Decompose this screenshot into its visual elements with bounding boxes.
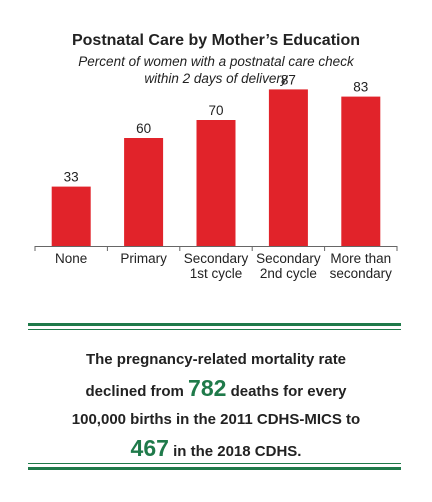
callout-line-2-pre: declined from xyxy=(85,383,189,400)
bar-2 xyxy=(196,120,236,246)
category-label-3: Secondary 2nd cycle xyxy=(256,251,321,281)
bar-value-label-4: 83 xyxy=(353,80,368,95)
category-label-1-line-0: Primary xyxy=(120,251,167,266)
bar-4 xyxy=(341,96,381,246)
chart-subtitle: Percent of women with a postnatal care c… xyxy=(60,53,372,87)
bar-1 xyxy=(124,138,164,246)
category-label-0: None xyxy=(55,251,87,266)
callout-line-4-post: in the 2018 CDHS. xyxy=(168,443,302,460)
bar-3 xyxy=(268,89,308,247)
category-label-4-line-0: More than xyxy=(330,251,391,266)
category-label-3-line-1: 2nd cycle xyxy=(260,266,317,281)
bar-value-label-1: 60 xyxy=(136,121,151,136)
callout-line-1: The pregnancy-related mortality rate xyxy=(85,351,347,368)
category-label-2-line-0: Secondary xyxy=(184,251,249,266)
bar-0 xyxy=(51,186,91,246)
callout-line-2: declined from 782 deaths for every xyxy=(0,374,432,406)
category-label-4: More than secondary xyxy=(330,251,393,281)
callout-line-4: 467 in the 2018 CDHS. xyxy=(0,434,432,466)
category-label-2-line-1: 1st cycle xyxy=(190,266,243,281)
subtitle-line-1: Percent of women with a postnatal care c… xyxy=(78,54,354,69)
category-label-2: Secondary 1st cycle xyxy=(184,251,249,281)
bottom-divider-thin xyxy=(28,463,401,464)
mortality-2018-value: 467 xyxy=(130,435,169,461)
bottom-divider-thick xyxy=(28,467,401,470)
category-label-4-line-1: secondary xyxy=(330,266,393,281)
chart-title: Postnatal Care by Mother’s Education xyxy=(71,32,361,49)
category-label-0-line-0: None xyxy=(55,251,87,266)
mortality-2011-value: 782 xyxy=(188,375,227,401)
top-divider-thick xyxy=(28,323,401,326)
bar-value-label-3: 87 xyxy=(281,72,296,87)
bar-value-label-2: 70 xyxy=(208,103,223,118)
bar-value-label-0: 33 xyxy=(64,170,79,185)
category-label-3-line-0: Secondary xyxy=(256,251,321,266)
top-divider-thin xyxy=(28,329,401,330)
category-label-1: Primary xyxy=(120,251,167,266)
callout-line-3: 100,000 births in the 2011 CDHS-MICS to xyxy=(71,411,361,428)
subtitle-line-2: within 2 days of delivery xyxy=(144,71,288,86)
mortality-callout: The pregnancy-related mortality rate dec… xyxy=(0,346,432,466)
callout-line-2-post: deaths for every xyxy=(226,383,347,400)
